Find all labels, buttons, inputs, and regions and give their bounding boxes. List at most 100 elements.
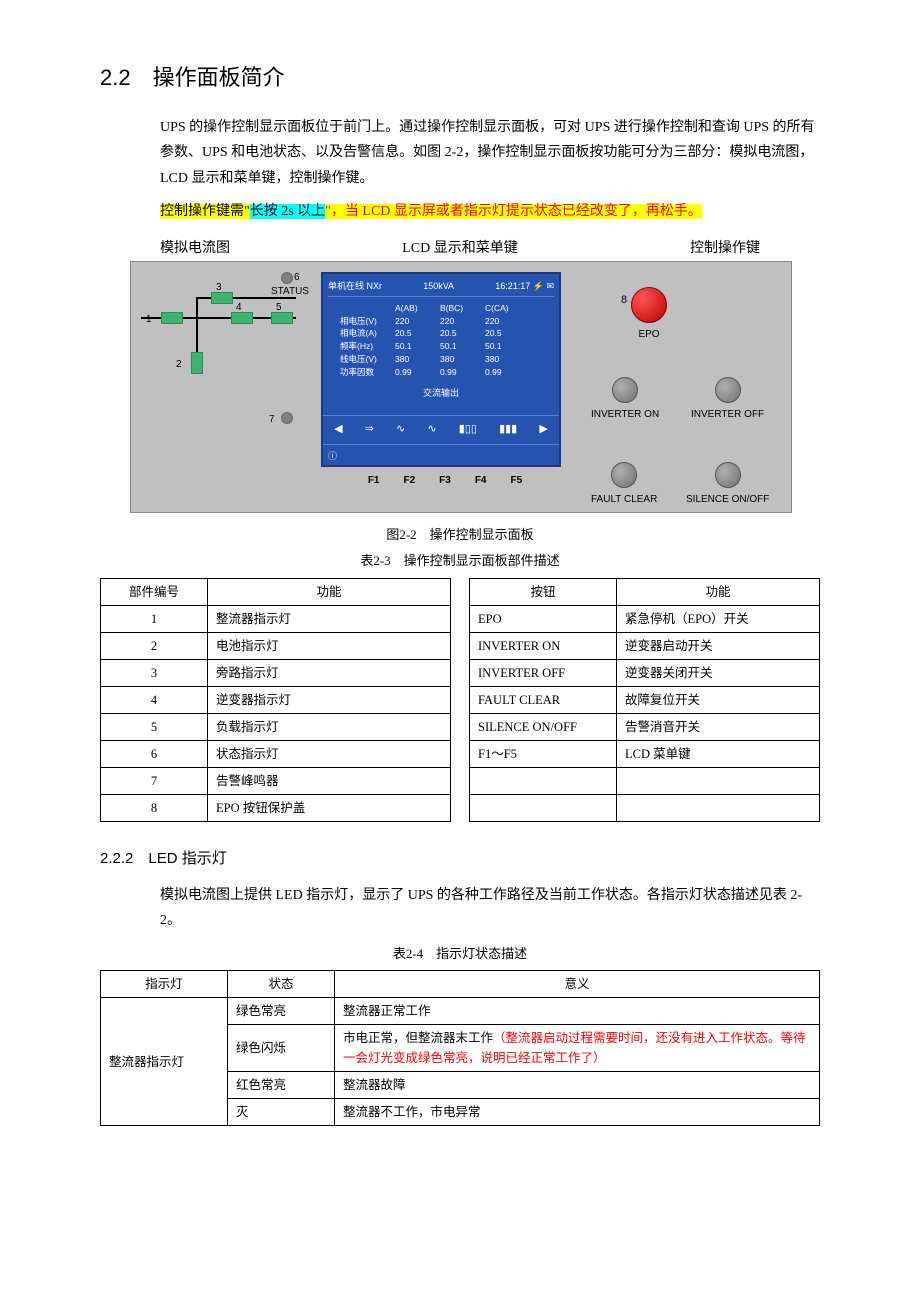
th: 按钮 — [470, 579, 617, 606]
th: 指示灯 — [101, 971, 228, 998]
led-3 — [211, 292, 233, 304]
table-row: 整流器指示灯绿色常亮整流器正常工作 — [101, 998, 820, 1025]
led-1 — [161, 312, 183, 324]
lcd-nav-icon[interactable]: ▮▮▮ — [499, 421, 517, 439]
cell: 逆变器启动开关 — [617, 633, 820, 660]
silence-button[interactable]: SILENCE ON/OFF — [686, 462, 769, 508]
cell: 2 — [101, 633, 208, 660]
lcd-val: 0.99 — [395, 366, 440, 379]
sub-title: LED 指示灯 — [148, 850, 226, 867]
cell-indicator: 整流器指示灯 — [101, 998, 228, 1126]
cell: FAULT CLEAR — [470, 687, 617, 714]
cell-state: 绿色常亮 — [228, 998, 335, 1025]
hl-part3: "，当 LCD 显示屏或者指示灯提示状态已经改变了，再松手。 — [325, 204, 702, 219]
label-mimic: 模拟电流图 — [160, 238, 230, 260]
table-row: 3旁路指示灯 — [101, 660, 451, 687]
cell: 电池指示灯 — [208, 633, 451, 660]
hl-part2: 长按 2s 以上 — [250, 204, 325, 219]
label-lcd: LCD 显示和菜单键 — [402, 238, 518, 260]
cell: EPO — [470, 606, 617, 633]
num-4: 4 — [236, 300, 242, 316]
cell: INVERTER ON — [470, 633, 617, 660]
lcd-val: 0.99 — [440, 366, 485, 379]
lcd-header: 单机在线 NXr 150kVA 16:21:17 ⚡ ✉ — [328, 279, 554, 297]
lcd-nav-icon[interactable]: ▮▯▯ — [459, 421, 477, 439]
lcd-row: 功率因数0.990.990.99 — [340, 366, 554, 379]
epo-label: EPO — [631, 327, 667, 343]
cell: 负载指示灯 — [208, 714, 451, 741]
subsection-heading: 2.2.2 LED 指示灯 — [100, 847, 820, 871]
cell: 1 — [101, 606, 208, 633]
lcd-label: 线电压(V) — [340, 353, 395, 366]
lcd-nav-icon[interactable]: ◀ — [334, 421, 342, 439]
panel-figure: 模拟电流图 LCD 显示和菜单键 控制操作键 6 STATUS 1 3 4 5 … — [130, 238, 790, 512]
lcd-row: 频率(Hz)50.150.150.1 — [340, 340, 554, 353]
fkey-f3[interactable]: F3 — [439, 473, 451, 489]
lcd-val: 20.5 — [440, 327, 485, 340]
fkey-f2[interactable]: F2 — [403, 473, 415, 489]
lcd-bottom-bar: ⓘ — [328, 451, 554, 463]
lcd-header-left: 单机在线 NXr — [328, 279, 382, 293]
lcd-nav-icon[interactable]: ∿ — [396, 421, 405, 439]
cell: INVERTER OFF — [470, 660, 617, 687]
cell — [470, 768, 617, 795]
fkey-f4[interactable]: F4 — [475, 473, 487, 489]
lcd-label: 功率因数 — [340, 366, 395, 379]
lcd-val: 380 — [395, 353, 440, 366]
highlight-note: 控制操作键需"长按 2s 以上"，当 LCD 显示屏或者指示灯提示状态已经改变了… — [160, 201, 820, 223]
fkey-f5[interactable]: F5 — [511, 473, 523, 489]
fkey-f1[interactable]: F1 — [368, 473, 380, 489]
lcd-label: 相电流(A) — [340, 327, 395, 340]
table-2-3: 部件编号功能 1整流器指示灯2电池指示灯3旁路指示灯4逆变器指示灯5负载指示灯6… — [100, 578, 820, 822]
cell: 故障复位开关 — [617, 687, 820, 714]
control-panel: 6 STATUS 1 3 4 5 2 7 单机在线 NXr — [130, 261, 792, 513]
lcd-screen: 单机在线 NXr 150kVA 16:21:17 ⚡ ✉ A(AB) B(BC)… — [321, 272, 561, 467]
table-row: 2电池指示灯 — [101, 633, 451, 660]
lcd-val: 50.1 — [395, 340, 440, 353]
inv-off-label: INVERTER OFF — [691, 407, 764, 423]
lcd-val: 220 — [485, 315, 530, 328]
table-2-3-right: 按钮功能 EPO紧急停机（EPO）开关INVERTER ON逆变器启动开关INV… — [469, 578, 820, 822]
fault-clear-button[interactable]: FAULT CLEAR — [591, 462, 657, 508]
th: 意义 — [335, 971, 820, 998]
lcd-nav-icon[interactable]: ⇒ — [365, 421, 374, 439]
epo-circle — [631, 287, 667, 323]
cell: 7 — [101, 768, 208, 795]
table-row — [470, 768, 820, 795]
table-row: 4逆变器指示灯 — [101, 687, 451, 714]
lcd-nav-icon[interactable]: ▶ — [539, 421, 547, 439]
cell: 6 — [101, 741, 208, 768]
table-2-4: 指示灯 状态 意义 整流器指示灯绿色常亮整流器正常工作绿色闪烁市电正常，但整流器… — [100, 970, 820, 1126]
epo-button[interactable]: EPO — [631, 287, 667, 343]
cell-meaning: 整流器故障 — [335, 1072, 820, 1099]
led-4 — [231, 312, 253, 324]
th: 状态 — [228, 971, 335, 998]
figure-caption: 图2-2 操作控制显示面板 — [100, 525, 820, 546]
cell: SILENCE ON/OFF — [470, 714, 617, 741]
table-row: 1整流器指示灯 — [101, 606, 451, 633]
led-2 — [191, 352, 203, 374]
cell: 4 — [101, 687, 208, 714]
inverter-on-button[interactable]: INVERTER ON — [591, 377, 659, 423]
hl-part1: 控制操作键需" — [160, 204, 250, 219]
button-circle — [715, 377, 741, 403]
table-row: 8EPO 按钮保护盖 — [101, 795, 451, 822]
lcd-title: 交流输出 — [328, 386, 554, 400]
cell: 8 — [101, 795, 208, 822]
col-c: C(CA) — [485, 302, 530, 315]
lcd-icon-bar: ◀ ⇒ ∿ ∿ ▮▯▯ ▮▮▮ ▶ — [323, 415, 559, 445]
inverter-off-button[interactable]: INVERTER OFF — [691, 377, 764, 423]
intro-paragraph: UPS 的操作控制显示面板位于前门上。通过操作控制显示面板，可对 UPS 进行操… — [160, 115, 820, 191]
lcd-area: 单机在线 NXr 150kVA 16:21:17 ⚡ ✉ A(AB) B(BC)… — [311, 262, 571, 512]
lcd-val: 380 — [440, 353, 485, 366]
cell: 3 — [101, 660, 208, 687]
cell: 整流器指示灯 — [208, 606, 451, 633]
cell-meaning: 整流器正常工作 — [335, 998, 820, 1025]
lcd-nav-icon[interactable]: ∿ — [427, 421, 436, 439]
th: 部件编号 — [101, 579, 208, 606]
lcd-val: 20.5 — [395, 327, 440, 340]
cell-meaning: 整流器不工作，市电异常 — [335, 1099, 820, 1126]
cell-state: 灭 — [228, 1099, 335, 1126]
sub-num: 2.2.2 — [100, 850, 133, 867]
panel-top-labels: 模拟电流图 LCD 显示和菜单键 控制操作键 — [130, 238, 790, 260]
